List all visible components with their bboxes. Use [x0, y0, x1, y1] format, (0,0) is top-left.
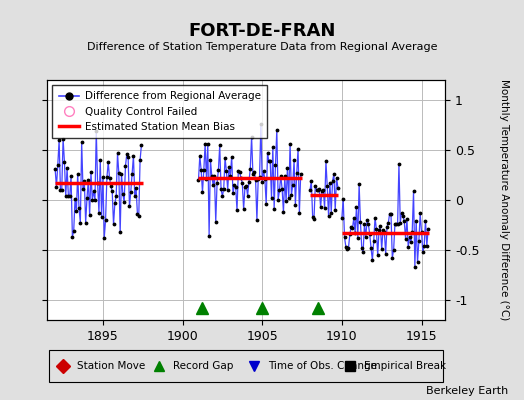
Legend: Difference from Regional Average, Quality Control Failed, Estimated Station Mean: Difference from Regional Average, Qualit… [52, 85, 267, 138]
Text: Berkeley Earth: Berkeley Earth [426, 386, 508, 396]
Text: Difference of Station Temperature Data from Regional Average: Difference of Station Temperature Data f… [87, 42, 437, 52]
Text: Record Gap: Record Gap [172, 361, 233, 371]
Y-axis label: Monthly Temperature Anomaly Difference (°C): Monthly Temperature Anomaly Difference (… [499, 79, 509, 321]
Text: Station Move: Station Move [77, 361, 145, 371]
Text: FORT-DE-FRAN: FORT-DE-FRAN [188, 22, 336, 40]
Text: Empirical Break: Empirical Break [364, 361, 446, 371]
Text: Time of Obs. Change: Time of Obs. Change [268, 361, 377, 371]
